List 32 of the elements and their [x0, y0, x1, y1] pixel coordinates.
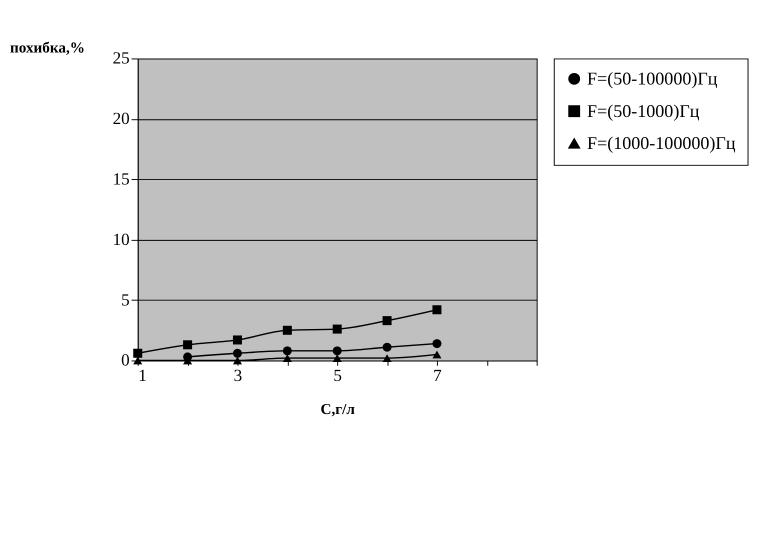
y-tick-label: 25 — [112, 48, 130, 68]
point — [232, 348, 242, 358]
y-axis-title: похибка,% — [10, 39, 85, 56]
point — [282, 346, 292, 356]
legend-label: F=(50-100000)Гц — [587, 68, 718, 89]
point — [183, 340, 192, 350]
y-tick-label: 10 — [112, 230, 130, 249]
point — [382, 342, 392, 352]
point — [432, 305, 442, 314]
point — [232, 356, 242, 364]
point — [382, 316, 392, 326]
point — [432, 339, 442, 348]
point — [282, 326, 292, 335]
legend-label: F=(50-1000)Гц — [587, 100, 700, 121]
legend-label: F=(1000-100000)Гц — [587, 133, 736, 154]
point — [332, 346, 342, 356]
y-tick-label: 0 — [121, 350, 130, 370]
point — [232, 335, 242, 344]
point — [432, 350, 442, 358]
y-tick-label: 5 — [121, 290, 130, 310]
y-tick-label: 20 — [112, 109, 130, 128]
point — [133, 348, 142, 358]
x-axis-title: С,г/л — [320, 401, 356, 418]
x-tick-label: 1 — [138, 366, 147, 385]
x-tick-label: 7 — [433, 366, 442, 385]
point — [332, 354, 342, 362]
x-tick-label: 5 — [333, 366, 342, 385]
x-tick-label: 3 — [234, 366, 242, 385]
point — [282, 354, 292, 362]
y-tick-label: 15 — [112, 169, 130, 188]
point — [382, 354, 392, 362]
point — [332, 324, 342, 334]
